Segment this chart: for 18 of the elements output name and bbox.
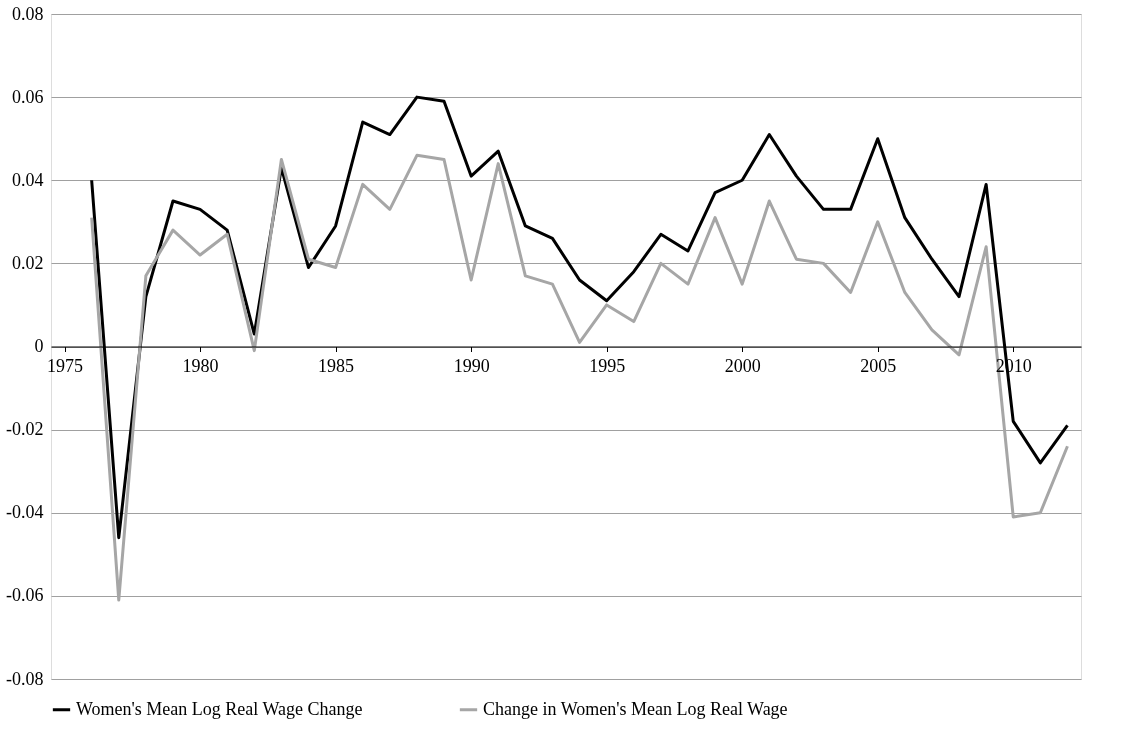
x-tick-label: 1990 [453,356,490,376]
y-tick-label: -0.02 [6,419,44,440]
y-tick-label: -0.08 [6,668,44,689]
y-tick-label: -0.06 [6,585,44,606]
y-tick-label: 0.06 [12,86,44,107]
x-tick-label: 2005 [860,356,897,376]
x-tick-label: 2000 [724,356,761,376]
y-tick-label: 0 [34,336,44,356]
x-tick-label: 1985 [318,356,355,376]
y-tick-label: 0.08 [12,3,44,24]
y-tick-label: -0.04 [6,502,44,523]
x-tick-label: 1980 [182,356,219,376]
y-tick-label: 0.02 [12,252,44,273]
x-tick-label: 1995 [589,356,626,376]
legend-label: Change in Women's Mean Log Real Wage [483,698,788,719]
x-tick-label: 1975 [47,356,84,376]
legend-label: Women's Mean Log Real Wage Change [76,698,363,719]
y-tick-label: 0.04 [12,169,44,190]
